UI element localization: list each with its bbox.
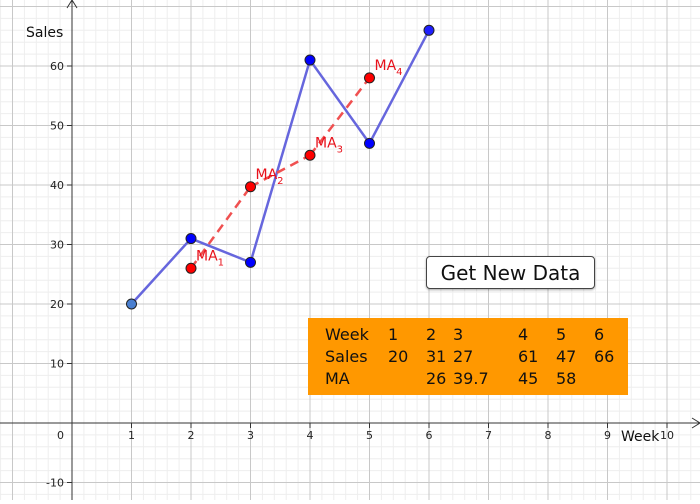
ma-line-segment: [189, 186, 252, 270]
ma-point[interactable]: [304, 149, 316, 161]
ma-point-label: MA1: [196, 248, 224, 268]
x-tick-label: 7: [485, 429, 492, 442]
ma-line-segment: [309, 77, 371, 157]
ma-point-label: MA4: [375, 58, 403, 78]
sales-point[interactable]: [126, 298, 137, 310]
x-tick-label: 5: [366, 429, 373, 442]
table-row-header: MA: [325, 369, 350, 388]
sales-point[interactable]: [304, 54, 316, 66]
sales-line-segment: [130, 237, 192, 305]
y-tick-label: 20: [50, 298, 64, 311]
table-cell: 2: [426, 325, 437, 344]
sales-line-segment: [190, 237, 251, 264]
table-cell: 5: [556, 325, 567, 344]
table-cell: 39.7: [453, 369, 489, 388]
y-tick-label: 40: [50, 179, 64, 192]
y-tick-label: 30: [50, 239, 64, 252]
table-cell: 6: [594, 325, 605, 344]
ma-point[interactable]: [364, 72, 375, 84]
x-tick-label: 1: [128, 429, 135, 442]
table-cell: 1: [388, 325, 399, 344]
origin-label: 0: [57, 429, 64, 442]
ma-labels: MA1 MA2 MA3 MA4: [196, 58, 403, 268]
x-tick-label: 9: [604, 429, 611, 442]
table-row-header: Sales: [325, 347, 368, 366]
table-cell: 27: [453, 347, 474, 366]
sales-point[interactable]: [423, 24, 435, 36]
ma-point[interactable]: [185, 262, 197, 274]
series-points: [126, 24, 435, 310]
x-tick-label: 6: [426, 429, 433, 442]
ma-line-segment: [249, 154, 311, 188]
table-cell: 45: [518, 369, 539, 388]
ma-point-label: MA2: [256, 167, 284, 187]
table-row-header: Week: [325, 325, 369, 344]
x-axis-title: Week: [621, 429, 660, 445]
table-cell: 4: [518, 325, 529, 344]
table-cell: 66: [594, 347, 615, 366]
sales-point[interactable]: [245, 256, 256, 268]
sales-line-segment: [368, 29, 431, 144]
data-table: Week 1 2 3 4 5 6 Sales 20 31 27 61 47 66 MA 26 39.7 45 58: [308, 318, 628, 395]
sales-line-segment: [249, 59, 312, 263]
x-tick-label: 10: [660, 429, 674, 442]
y-tick-label: 50: [50, 120, 64, 133]
table-cell: 47: [556, 347, 577, 366]
x-tick-label: 4: [307, 429, 314, 442]
series-lines: [130, 29, 431, 305]
table-cell: 61: [518, 347, 539, 366]
ma-point-label: MA3: [315, 135, 343, 155]
sales-point[interactable]: [364, 137, 375, 149]
y-tick-label: 10: [50, 358, 64, 371]
x-tick-label: 8: [545, 429, 552, 442]
table-cell: 3: [453, 325, 464, 344]
table-cell: 31: [426, 347, 447, 366]
y-tick-label: -10: [46, 477, 64, 490]
x-tick-label: 2: [188, 429, 195, 442]
x-tick-label: 3: [247, 429, 254, 442]
y-tick-label: 60: [50, 60, 64, 73]
sales-line-segment: [308, 59, 371, 145]
y-axis-arrow: [66, 0, 78, 9]
table-cell: 20: [388, 347, 409, 366]
get-new-data-button[interactable]: Get New Data: [426, 256, 595, 289]
x-axis-arrow: [691, 417, 700, 429]
y-axis-title: Sales: [26, 25, 63, 41]
table-cell: 58: [556, 369, 577, 388]
ma-point[interactable]: [245, 181, 256, 193]
sales-point[interactable]: [185, 233, 197, 245]
table-cell: 26: [426, 369, 447, 388]
